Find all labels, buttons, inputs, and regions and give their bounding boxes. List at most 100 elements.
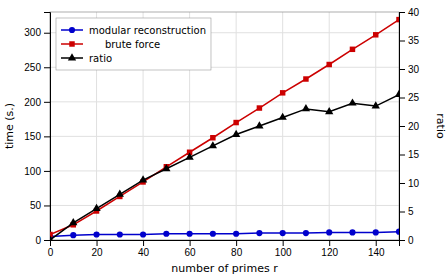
point [93,231,99,237]
tick-label: 10 [408,178,420,189]
tick-mark [399,98,405,99]
legend-label: brute force [89,39,160,50]
tick-label: 15 [408,149,420,160]
point [325,107,333,114]
point [280,90,285,95]
point [139,175,147,182]
tick-label: 5 [408,206,414,217]
tick: 35 [399,35,420,46]
tick-mark [399,155,405,156]
tick: 5 [399,206,414,217]
tick: 50 [30,200,50,211]
tick: 250 [24,62,50,73]
point [209,141,217,148]
tick-mark [399,126,405,127]
series-line [50,20,399,235]
tick-mark [190,240,191,246]
tick: 100 [24,166,50,177]
tick: 20 [399,121,420,132]
tick: 80 [231,240,243,258]
tick-label: 80 [231,247,243,258]
tick: 200 [24,97,50,108]
tick: 15 [399,149,420,160]
point [326,229,332,235]
point [70,232,76,238]
tick: 20 [91,240,103,258]
tick-mark [399,240,405,241]
point [280,230,286,236]
tick-mark [44,33,50,34]
point [396,229,399,235]
point [187,231,193,237]
tick-mark [376,240,377,246]
tick-label: 50 [30,200,42,211]
y2-axis-title: ratio [434,113,447,139]
tick-label: 100 [275,247,292,258]
marks [50,17,399,240]
point [303,76,308,81]
axis-line [51,241,400,247]
tick: 150 [24,131,50,142]
legend-box [56,18,211,70]
tick: 140 [368,240,385,258]
tick: 25 [399,92,420,103]
point [302,104,310,111]
tick: 120 [321,240,338,258]
legend-marker [69,41,74,46]
point [257,105,262,110]
tick-mark [329,240,330,246]
tick: 100 [275,240,292,258]
legend-item: modular reconstruction [61,25,206,36]
tick-mark [399,12,405,13]
point [348,98,356,105]
point [233,120,238,125]
x-axis-title: number of primes r [171,262,278,275]
legend-marker [68,53,76,60]
y-axis: 0 50 100 150 200 250 300 [24,13,50,246]
tick-label: 0 [48,247,54,258]
tick: 10 [399,178,420,189]
tick-mark [97,240,98,246]
tick-mark [44,102,50,103]
legend: modular reconstruction brute force ratio [56,18,211,70]
tick: 0 [35,235,50,246]
grid-line [50,136,399,137]
tick-label: 40 [138,247,150,258]
tick-label: 20 [91,247,103,258]
tick-label: 150 [24,131,41,142]
tick-mark [44,205,50,206]
tick: 60 [185,240,197,258]
tick-label: 300 [24,27,41,38]
legend-item: ratio [61,53,112,64]
point [140,231,146,237]
tick-mark [399,212,405,213]
chart: 0 20 40 60 80 100 120 140 0 50 100 150 200 250 300 0 5 10… [0,0,447,278]
tick-label: 0 [408,235,414,246]
y-axis-title: time (s.) [3,103,16,149]
legend-item: brute force [61,39,160,50]
tick-label: 25 [408,92,420,103]
tick-label: 60 [185,247,197,258]
tick-label: 20 [408,121,420,132]
grid-line [50,101,399,102]
tick: 0 [48,240,54,258]
point [69,218,77,225]
point [395,90,399,97]
legend-label: modular reconstruction [89,25,206,36]
tick: 300 [24,27,50,38]
point [232,130,240,137]
tick-mark [283,240,284,246]
tick-label: 35 [408,35,420,46]
series-line [50,232,399,237]
tick: 40 [138,240,150,258]
tick-label: 40 [408,7,420,18]
point [373,229,379,235]
tick: 40 [399,7,420,18]
point [303,230,309,236]
tick-label: 250 [24,62,41,73]
tick-mark [236,240,237,246]
plot: 0 20 40 60 80 100 120 140 0 50 100 150 200 250 300 0 5 10… [24,7,419,258]
x-axis: 0 20 40 60 80 100 120 140 [48,240,400,258]
point [349,229,355,235]
point [396,17,399,22]
